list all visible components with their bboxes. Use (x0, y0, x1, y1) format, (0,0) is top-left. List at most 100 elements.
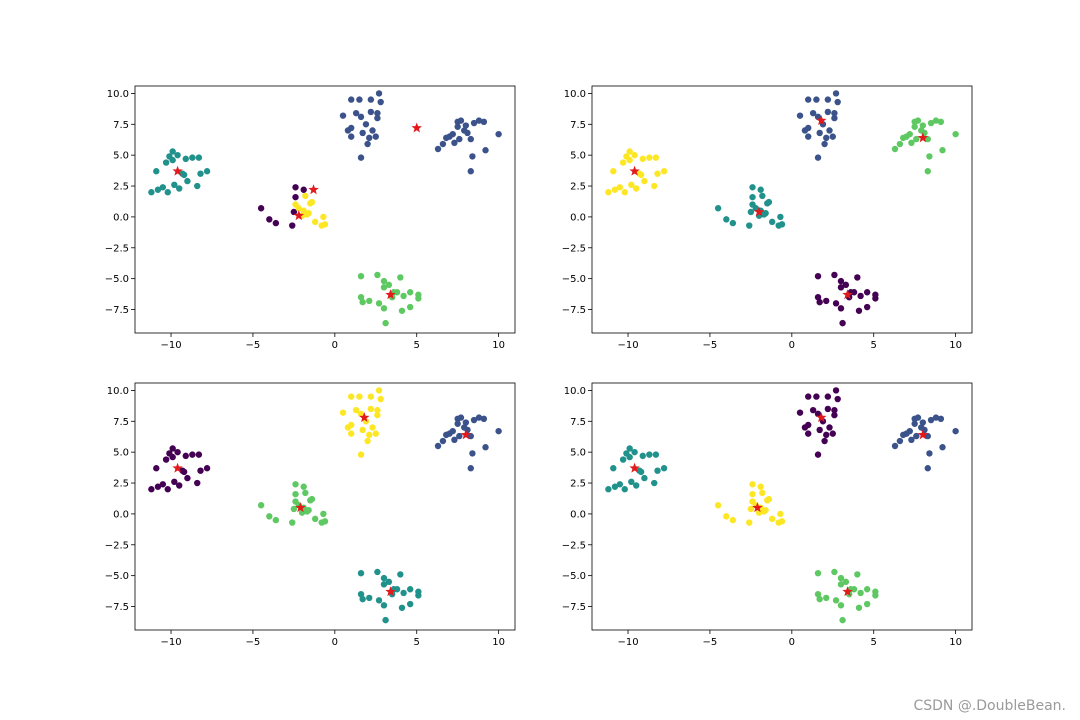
data-point (359, 129, 366, 137)
data-point (626, 445, 633, 452)
data-point (364, 140, 371, 148)
data-point (796, 112, 804, 119)
centroid-star-marker (385, 586, 396, 597)
data-point (919, 122, 927, 129)
data-point (623, 450, 630, 457)
data-point (434, 442, 442, 450)
data-point (377, 395, 384, 403)
data-point (311, 218, 319, 226)
data-point (610, 168, 617, 175)
data-point (415, 592, 422, 599)
data-point (456, 432, 463, 440)
data-point (837, 602, 845, 609)
data-point (813, 96, 820, 103)
data-point (182, 452, 189, 460)
data-point (348, 421, 355, 429)
data-point (454, 420, 461, 427)
data-point (805, 96, 812, 103)
data-point (362, 121, 370, 128)
data-point (166, 450, 173, 457)
data-point (778, 518, 786, 525)
data-point (842, 578, 850, 586)
data-point (911, 123, 918, 130)
data-point (623, 153, 630, 160)
data-point (837, 581, 845, 588)
data-point (814, 569, 822, 577)
data-point (816, 426, 823, 434)
data-point (749, 481, 756, 488)
data-point (366, 594, 373, 602)
data-point (616, 184, 624, 191)
data-point (746, 222, 753, 229)
data-point (197, 170, 204, 177)
data-point (367, 108, 375, 116)
data-point (266, 216, 273, 223)
data-point (927, 416, 935, 424)
data-point (380, 602, 388, 609)
centroid-star-marker (295, 502, 306, 513)
centroid-star-marker (842, 586, 853, 597)
data-point (816, 298, 823, 306)
data-point (832, 597, 840, 604)
data-point (357, 569, 365, 577)
data-point (456, 135, 463, 143)
axes-frame (591, 85, 973, 334)
data-point (937, 415, 945, 423)
data-point (348, 124, 355, 132)
data-point (385, 281, 393, 289)
data-point (369, 127, 376, 134)
data-point (660, 168, 668, 175)
data-point (927, 119, 935, 127)
data-point (457, 117, 465, 124)
data-point (654, 170, 661, 177)
y-tick-label: 10.0 (564, 89, 586, 100)
data-point (605, 486, 612, 493)
y-tick-label: 10.0 (107, 89, 129, 100)
data-point (302, 489, 309, 497)
data-point (272, 219, 280, 227)
data-point (814, 113, 822, 121)
data-point (290, 505, 298, 513)
data-point (184, 177, 191, 185)
y-tick-label: −7.5 (105, 602, 129, 613)
data-point (652, 154, 660, 161)
data-point (393, 586, 401, 593)
data-point (320, 510, 327, 518)
data-point (816, 129, 823, 137)
data-point (380, 277, 388, 285)
data-point (805, 124, 812, 132)
data-point (292, 193, 299, 201)
data-point (832, 387, 840, 394)
data-point (357, 154, 365, 161)
data-point (374, 114, 381, 122)
subplot-top-right: −10 −5 0 5 10 −7.5 −5.0 −2.5 0.0 2.5 5.0 7.5 10.0 (562, 85, 973, 351)
data-point (470, 416, 478, 424)
y-tick-label: −2.5 (562, 243, 586, 254)
data-point (382, 319, 389, 327)
data-point (729, 516, 737, 524)
data-point (891, 442, 899, 450)
subplot-bottom-left: −10 −5 0 5 10 −7.5 −5.0 −2.5 0.0 2.5 5.0 7.5 10.0 (105, 382, 516, 648)
y-tick-label: −2.5 (105, 540, 129, 551)
data-point (863, 600, 871, 608)
x-tick-label: 0 (789, 340, 795, 351)
data-point (757, 186, 764, 193)
data-point (179, 170, 186, 177)
y-tick-label: 5.0 (570, 448, 586, 459)
data-point (480, 118, 488, 126)
data-point (831, 271, 838, 279)
data-point (457, 414, 465, 421)
data-point (842, 281, 850, 289)
data-point (194, 182, 201, 190)
data-point (831, 406, 838, 414)
data-point (475, 414, 483, 421)
data-point (292, 481, 299, 488)
data-point (348, 430, 355, 437)
data-point (482, 147, 489, 154)
data-point (937, 118, 945, 126)
x-tick-label: 10 (949, 637, 962, 648)
data-point (367, 393, 375, 400)
data-point (809, 406, 817, 414)
data-point (619, 159, 627, 166)
data-point (148, 486, 155, 493)
